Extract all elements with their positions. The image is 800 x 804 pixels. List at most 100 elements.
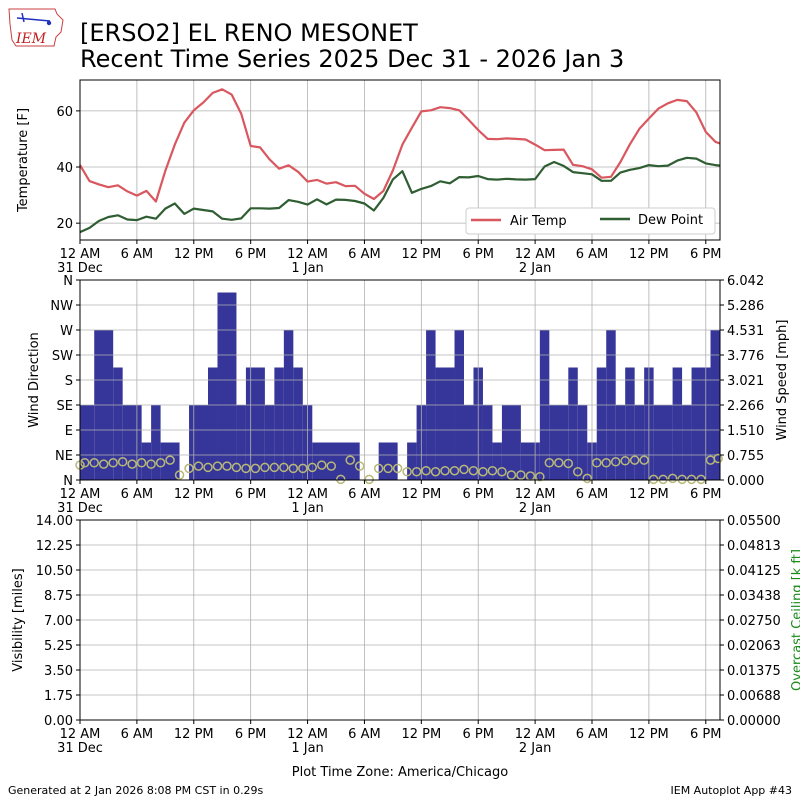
wind-direction-bar — [407, 442, 417, 480]
ceiling-tick-label: 0.00000 — [727, 714, 781, 729]
wind-speed-point — [212, 461, 223, 471]
wind-speed-point — [563, 458, 574, 469]
x-date-label: 2 Jan — [519, 741, 551, 756]
wind-speed-point — [373, 463, 384, 474]
wind-speed-point — [430, 466, 441, 477]
direction-tick-label: E — [65, 424, 73, 439]
x-tick-label: 12 PM — [629, 487, 669, 502]
x-tick-label: 6 PM — [690, 487, 721, 502]
wind-speed-point — [497, 466, 507, 477]
wind-speed-point — [298, 463, 308, 474]
wind-direction-bar — [482, 405, 493, 480]
x-tick-label: 6 PM — [690, 727, 721, 742]
wind-direction-bar — [568, 367, 578, 480]
x-tick-label: 6 PM — [235, 487, 266, 502]
legend-label-air-temp: Air Temp — [510, 214, 567, 229]
wind-direction-bar — [501, 405, 521, 480]
x-tick-label: 6 AM — [348, 487, 381, 502]
x-tick-label: 12 PM — [401, 487, 441, 502]
x-tick-label: 12 PM — [401, 247, 441, 262]
x-tick-label: 12 PM — [401, 727, 441, 742]
wind-speed-point — [411, 466, 422, 477]
logo-text: IEM — [15, 31, 47, 47]
direction-tick-label: SE — [57, 399, 73, 414]
x-tick-label: 12 PM — [174, 247, 214, 262]
app-footer: IEM Autoplot App #43 — [671, 784, 793, 797]
x-tick-label: 12 PM — [174, 727, 214, 742]
visibility-ylabel: Visibility [miles] — [11, 568, 26, 671]
wind-speed-point — [250, 463, 261, 474]
timezone-label: Plot Time Zone: America/Chicago — [292, 765, 508, 780]
wind-speed-point — [421, 465, 431, 476]
legend-label-dew-point: Dew Point — [638, 213, 703, 228]
visibility-tick-label: 14.00 — [36, 514, 73, 529]
wind-speed-point — [478, 466, 488, 477]
speed-tick-label: 6.042 — [727, 274, 764, 289]
wind-direction-bar — [378, 442, 398, 480]
wind-speed-points — [75, 453, 723, 485]
air-temp-line — [79, 88, 721, 203]
wind-speed-point — [506, 470, 517, 480]
x-tick-label: 12 AM — [60, 247, 101, 262]
visibility-tick-label: 7.00 — [44, 614, 73, 629]
wind-speed-point — [629, 455, 640, 465]
wind-speed-point — [193, 461, 204, 471]
wind-speed-point — [222, 461, 232, 471]
wind-speed-point — [98, 459, 109, 469]
speed-tick-label: 1.510 — [727, 424, 764, 439]
visibility-tick-label: 1.75 — [44, 689, 73, 704]
y-tick-label: 60 — [56, 105, 73, 120]
wind-speed-point — [364, 474, 374, 485]
x-tick-label: 6 AM — [576, 247, 609, 262]
x-tick-label: 6 PM — [462, 487, 493, 502]
ceiling-tick-label: 0.01375 — [727, 664, 781, 679]
wind-direction-bar — [293, 367, 303, 480]
wind-speed-point — [326, 461, 337, 471]
wind-direction-bar — [264, 405, 275, 480]
wind-speed-point — [288, 463, 299, 474]
x-tick-label: 6 PM — [462, 247, 493, 262]
wind-direction-bar — [435, 367, 455, 480]
wind-speed-point — [459, 464, 469, 475]
wind-speed-point — [136, 458, 147, 468]
x-tick-label: 12 AM — [287, 487, 328, 502]
iem-logo: IEM — [8, 8, 64, 47]
wind-speed-point — [117, 457, 128, 467]
x-tick-label: 6 AM — [121, 247, 154, 262]
wind-speed-point — [108, 458, 118, 468]
wind-speed-point — [146, 459, 156, 469]
wind-direction-bar — [492, 442, 502, 480]
wind-direction-bar — [577, 405, 588, 480]
wind-direction-bar — [672, 367, 683, 480]
wind-speed-point — [89, 458, 99, 468]
x-tick-label: 12 PM — [174, 487, 214, 502]
wind-speed-point — [713, 453, 723, 464]
wind-speed-point — [402, 466, 412, 477]
wind-direction-bar — [615, 405, 626, 480]
visibility-tick-label: 10.50 — [36, 564, 73, 579]
ceiling-tick-label: 0.02750 — [727, 614, 781, 629]
wind-speed-point — [648, 474, 659, 485]
wind-speed-point — [677, 474, 687, 485]
ceiling-ylabel: Overcast Ceiling [k ft] — [790, 549, 800, 691]
visibility-tick-label: 5.25 — [44, 639, 73, 654]
wind-direction-bar — [549, 405, 569, 480]
x-tick-label: 12 PM — [629, 247, 669, 262]
x-date-label: 2 Jan — [519, 261, 551, 276]
visibility-tick-label: 12.25 — [36, 539, 73, 554]
logo-wind-barb — [21, 12, 25, 23]
direction-tick-label: S — [65, 374, 73, 389]
direction-tick-label: SW — [52, 349, 73, 364]
wind-speed-point — [279, 462, 289, 473]
x-tick-label: 12 AM — [515, 727, 556, 742]
wind-direction-bar — [208, 367, 218, 480]
wind-speed-point — [317, 460, 327, 470]
direction-tick-label: N — [63, 474, 73, 489]
wind-direction-bar — [653, 405, 673, 480]
wind-speed-point — [667, 473, 678, 484]
wind-speed-point — [610, 457, 621, 467]
x-date-label: 31 Dec — [57, 741, 103, 756]
legend-box — [465, 207, 716, 235]
wind-speed-point — [658, 474, 668, 485]
